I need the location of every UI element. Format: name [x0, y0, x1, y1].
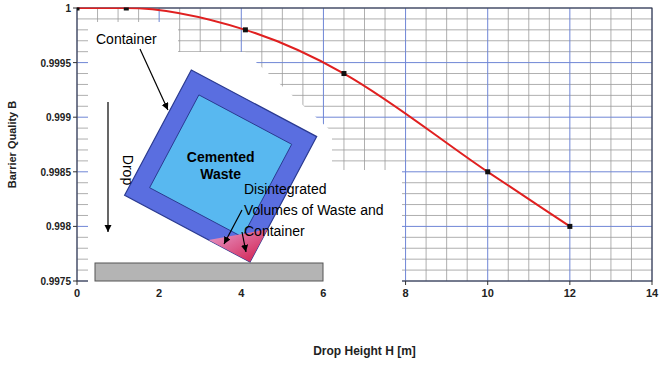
arrow	[224, 210, 242, 244]
y-tick-label: 0.9985	[40, 167, 71, 178]
arrow	[242, 232, 246, 252]
y-axis-label: Barrier Quality B	[6, 101, 18, 188]
x-tick-label: 0	[74, 287, 80, 299]
series-line	[77, 8, 570, 226]
annotation-text: Cemented	[187, 149, 255, 165]
data-point	[77, 8, 80, 11]
inset-background	[88, 22, 402, 286]
y-tick	[73, 226, 77, 227]
data-point	[567, 224, 572, 229]
data-point	[243, 27, 248, 32]
y-tick-label: 0.9995	[40, 58, 71, 69]
annotation-text: Disintegrated	[244, 181, 327, 197]
data-layer	[77, 8, 572, 229]
minor-grid-line	[590, 8, 591, 281]
data-point	[124, 8, 129, 11]
y-tick	[73, 117, 77, 118]
x-tick-label: 14	[646, 287, 659, 299]
minor-grid-line	[467, 8, 468, 281]
minor-grid-line	[77, 18, 652, 19]
y-tick	[73, 281, 77, 282]
x-tick-label: 4	[238, 287, 245, 299]
x-tick	[652, 281, 653, 285]
data-point	[485, 169, 490, 174]
annotation-text: Volumes of Waste and	[244, 202, 384, 218]
x-tick-label: 8	[403, 287, 409, 299]
grid-line	[487, 8, 488, 281]
x-tick	[569, 281, 570, 285]
annotation-text: Drop	[120, 155, 136, 186]
x-tick-label: 10	[482, 287, 494, 299]
minor-grid-line	[631, 8, 632, 281]
container	[125, 70, 317, 262]
floor	[95, 263, 323, 281]
minor-grid-line	[549, 8, 550, 281]
inset-diagram: Container Drop CementedWasteDisintegrated V…	[88, 22, 402, 286]
minor-grid-line	[508, 8, 509, 281]
x-axis-label: Drop Height H [m]	[313, 344, 416, 358]
arrow	[140, 49, 168, 110]
annotation-text: Container	[244, 223, 305, 239]
annotation: Container	[96, 31, 157, 47]
minor-grid-line	[528, 8, 529, 281]
y-tick	[73, 62, 77, 63]
ticks: 0 2 4 6 8 10 12 14 0.9975 0.998 0.9985 0.999 0.9995 1	[40, 3, 659, 299]
y-tick-label: 0.9975	[40, 276, 71, 287]
y-tick	[73, 8, 77, 9]
y-tick-label: 1	[65, 3, 71, 14]
annotation: CementedWaste	[187, 149, 255, 182]
x-tick-label: 12	[564, 287, 576, 299]
x-tick	[405, 281, 406, 285]
x-tick-label: 6	[320, 287, 326, 299]
annotation-text: Waste	[200, 166, 241, 182]
x-tick	[487, 281, 488, 285]
x-tick	[77, 281, 78, 285]
annotation: Drop	[120, 155, 136, 186]
chart: 0 2 4 6 8 10 12 14 0.9975 0.998 0.9985 0.999 0.9995 1…	[0, 0, 660, 365]
minor-grid-line	[426, 8, 427, 281]
data-point	[341, 71, 346, 76]
minor-grid-line	[610, 8, 611, 281]
chart-root: 0 2 4 6 8 10 12 14 0.9975 0.998 0.9985 0.999 0.9995 1…	[0, 0, 660, 365]
minor-grid-line	[446, 8, 447, 281]
x-tick-label: 2	[156, 287, 162, 299]
grid-line	[405, 8, 406, 281]
arrow	[107, 102, 108, 232]
y-tick-label: 0.999	[46, 112, 71, 123]
grid-line	[569, 8, 570, 281]
y-tick-label: 0.998	[46, 221, 71, 232]
y-tick	[73, 171, 77, 172]
annotation-text: Container	[96, 31, 157, 47]
annotation: Disintegrated Volumes of Waste and Contain…	[244, 181, 384, 239]
